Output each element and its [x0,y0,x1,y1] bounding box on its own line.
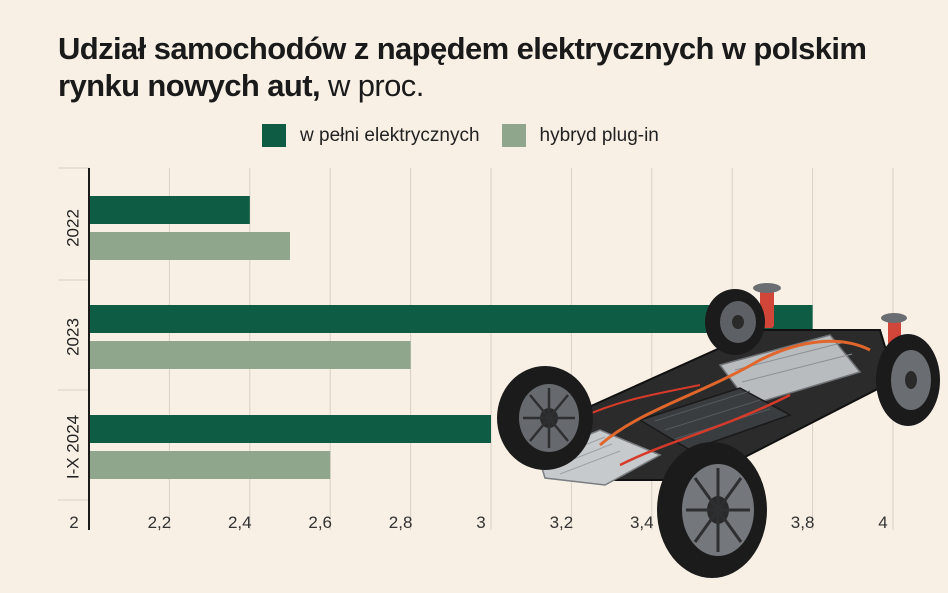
legend-swatch-phev [501,124,526,147]
legend-label-bev: w pełni elektrycznych [300,124,480,146]
x-tick-label: 3,8 [791,513,815,532]
bar-phev-2 [90,451,331,479]
bar-bev-2 [90,415,491,443]
y-category-label: 2022 [63,209,82,247]
x-tick-label: 2,4 [228,513,252,532]
x-tick-label: 4 [878,513,887,532]
x-tick-label: 3,2 [550,513,574,532]
y-category-label: 2023 [63,318,82,356]
x-tick-label: 2,2 [148,513,172,532]
x-tick-labels: 2 2,2 2,4 2,6 2,8 3 3,2 3,4 3,6 3,8 4 [69,513,887,532]
legend-swatch-bev [262,124,286,147]
legend-label-phev: hybryd plug-in [539,124,659,146]
legend-item-bev: w pełni elektrycznych [262,124,480,147]
axis: 2022 2023 I-X 2024 [58,167,90,530]
bar-phev-0 [90,232,290,260]
x-tick-label: 3,4 [630,513,654,532]
chart-title-main: Udział samochodów z napędem elektrycznyc… [58,31,867,103]
bar-bev-0 [90,196,250,224]
chart-title: Udział samochodów z napędem elektrycznyc… [58,30,918,104]
legend: w pełni elektrycznych hybryd plug-in [262,124,681,147]
chart-title-unit: w proc. [327,68,424,103]
x-tick-label: 3 [476,513,485,532]
x-tick-label: 2 [69,513,78,532]
x-tick-label: 2,8 [389,513,413,532]
bar-phev-1 [90,341,411,369]
x-tick-label: 3,6 [710,513,734,532]
bar-bev-1 [90,305,813,333]
y-category-label: I-X 2024 [63,415,82,479]
bars [90,196,813,479]
legend-item-phev: hybryd plug-in [501,124,659,147]
x-tick-label: 2,6 [308,513,332,532]
